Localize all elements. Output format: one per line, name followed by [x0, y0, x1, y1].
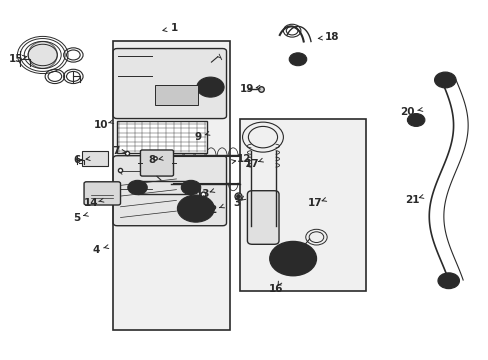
Circle shape: [438, 75, 451, 85]
Text: 1: 1: [170, 23, 177, 33]
Circle shape: [127, 180, 147, 195]
Circle shape: [434, 72, 455, 88]
Text: 9: 9: [194, 132, 202, 142]
Text: 14: 14: [84, 198, 99, 208]
Text: 17: 17: [244, 159, 259, 169]
Circle shape: [288, 53, 306, 66]
FancyBboxPatch shape: [140, 150, 173, 176]
Text: 13: 13: [196, 189, 210, 199]
Circle shape: [442, 276, 454, 285]
Text: 8: 8: [148, 156, 155, 165]
Text: 17: 17: [307, 198, 322, 208]
Text: 4: 4: [92, 245, 100, 255]
Text: 20: 20: [399, 107, 414, 117]
Text: 11: 11: [203, 82, 217, 92]
Circle shape: [201, 81, 219, 94]
Circle shape: [407, 113, 424, 126]
FancyBboxPatch shape: [247, 191, 279, 244]
FancyBboxPatch shape: [84, 182, 120, 205]
Text: 6: 6: [73, 156, 80, 165]
Circle shape: [437, 273, 458, 289]
Circle shape: [177, 195, 214, 222]
Text: 16: 16: [268, 284, 283, 294]
Text: 12: 12: [237, 154, 251, 164]
Text: 19: 19: [239, 84, 254, 94]
Circle shape: [269, 242, 316, 276]
Text: 10: 10: [94, 120, 108, 130]
Circle shape: [181, 180, 201, 195]
Text: 7: 7: [112, 146, 119, 156]
Circle shape: [183, 200, 207, 217]
FancyBboxPatch shape: [113, 49, 226, 118]
Text: 3: 3: [233, 198, 240, 208]
Bar: [81, 152, 108, 166]
Text: 21: 21: [404, 195, 419, 204]
Circle shape: [284, 252, 301, 265]
Text: 18: 18: [324, 32, 339, 42]
Ellipse shape: [28, 41, 57, 68]
Bar: [154, 85, 198, 105]
FancyBboxPatch shape: [113, 156, 226, 226]
Text: 2: 2: [209, 205, 216, 215]
Text: 15: 15: [9, 54, 23, 64]
Circle shape: [197, 77, 224, 97]
Circle shape: [277, 247, 308, 270]
Text: 5: 5: [73, 212, 80, 222]
Bar: [117, 121, 206, 153]
Bar: [239, 119, 366, 291]
Bar: [113, 41, 229, 330]
